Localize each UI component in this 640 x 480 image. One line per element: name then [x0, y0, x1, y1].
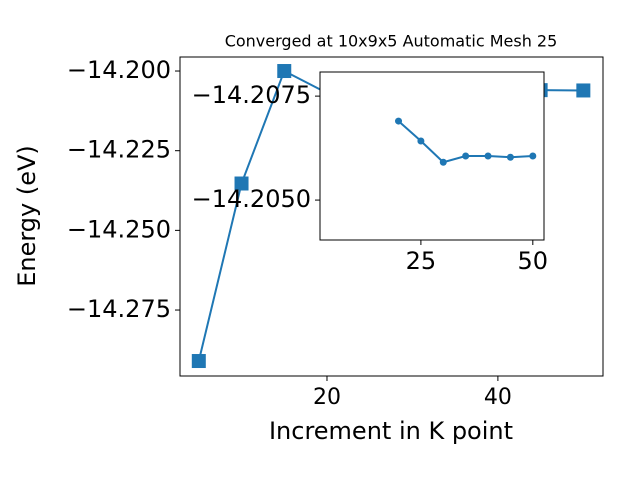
x-tick-label: 25: [406, 247, 437, 275]
y-tick-label: −14.200: [67, 56, 171, 84]
plot-frame: [179, 56, 604, 377]
x-tick-label: 20: [313, 385, 341, 410]
x-axis-label: Increment in K point: [269, 417, 513, 445]
marker: [462, 152, 470, 160]
marker: [439, 158, 447, 166]
chart-title: Converged at 10x9x5 Automatic Mesh 25: [225, 32, 558, 51]
marker: [529, 152, 537, 160]
marker: [191, 354, 206, 369]
plot-area: [320, 72, 544, 240]
y-axis-label: Energy (eV): [13, 145, 41, 287]
y-tick-label: −14.275: [67, 295, 171, 323]
marker: [234, 176, 249, 191]
marker: [417, 137, 425, 145]
marker: [576, 83, 591, 98]
x-tick-label: 40: [484, 385, 512, 410]
series: [395, 117, 537, 166]
marker: [395, 117, 403, 125]
marker: [506, 153, 514, 161]
x-tick-label: 50: [518, 247, 549, 275]
y-tick-label: −14.2075: [192, 81, 311, 109]
y-tick-label: −14.250: [67, 215, 171, 243]
inset: 25 50 −14.2075 −14.2050: [192, 71, 549, 275]
marker: [484, 152, 492, 160]
y-tick-label: −14.2050: [192, 185, 311, 213]
y-tick-label: −14.225: [67, 136, 171, 164]
marker: [277, 64, 292, 79]
plot-frame: [319, 71, 545, 241]
